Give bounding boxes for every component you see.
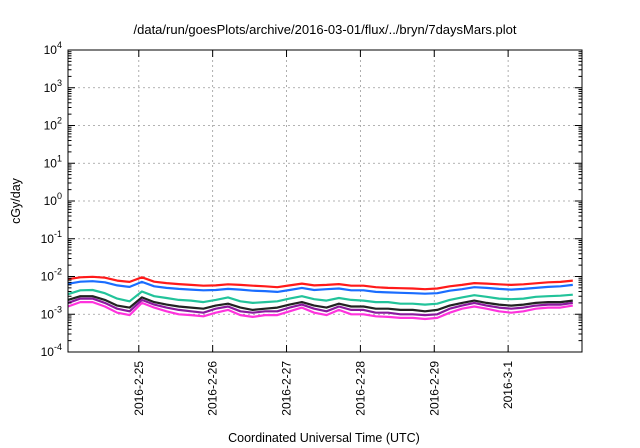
y-tick-label: 103 bbox=[44, 78, 62, 95]
series-line-3 bbox=[67, 288, 573, 306]
y-tick-label: 104 bbox=[44, 40, 62, 57]
y-tick-labels: 104 103 102 101 100 10-1 10-2 10-3 10-4 bbox=[41, 40, 62, 359]
y-tick-label: 102 bbox=[44, 116, 62, 133]
x-tick-label: 2016-2-29 bbox=[427, 361, 441, 416]
x-axis-label: Coordinated Universal Time (UTC) bbox=[228, 431, 420, 445]
chart-title: /data/run/goesPlots/archive/2016-03-01/f… bbox=[134, 22, 517, 37]
axis-ticks bbox=[68, 49, 582, 353]
x-tick-labels: 2016-2-25 2016-2-26 2016-2-27 2016-2-28 2016… bbox=[132, 361, 515, 416]
x-tick-label: 2016-2-27 bbox=[280, 361, 294, 416]
x-tick-label: 2016-2-28 bbox=[353, 361, 367, 416]
y-axis-label: cGy/day bbox=[9, 177, 23, 224]
series-line-2 bbox=[67, 280, 573, 295]
series-line-4 bbox=[67, 295, 573, 313]
y-tick-label: 10-2 bbox=[41, 267, 62, 284]
series-line-1 bbox=[67, 275, 573, 291]
y-tick-label: 10-3 bbox=[41, 304, 62, 321]
y-tick-label: 10-1 bbox=[41, 229, 62, 246]
y-tick-label: 10-4 bbox=[41, 342, 62, 359]
series-layer bbox=[67, 275, 573, 321]
x-tick-label: 2016-2-25 bbox=[132, 361, 146, 416]
x-tick-label: 2016-2-26 bbox=[206, 361, 220, 416]
x-tick-label: 2016-3-1 bbox=[501, 361, 515, 409]
series-line-6 bbox=[67, 301, 573, 321]
y-tick-label: 101 bbox=[44, 153, 62, 170]
y-tick-label: 100 bbox=[44, 191, 62, 208]
series-line-5 bbox=[67, 297, 573, 317]
